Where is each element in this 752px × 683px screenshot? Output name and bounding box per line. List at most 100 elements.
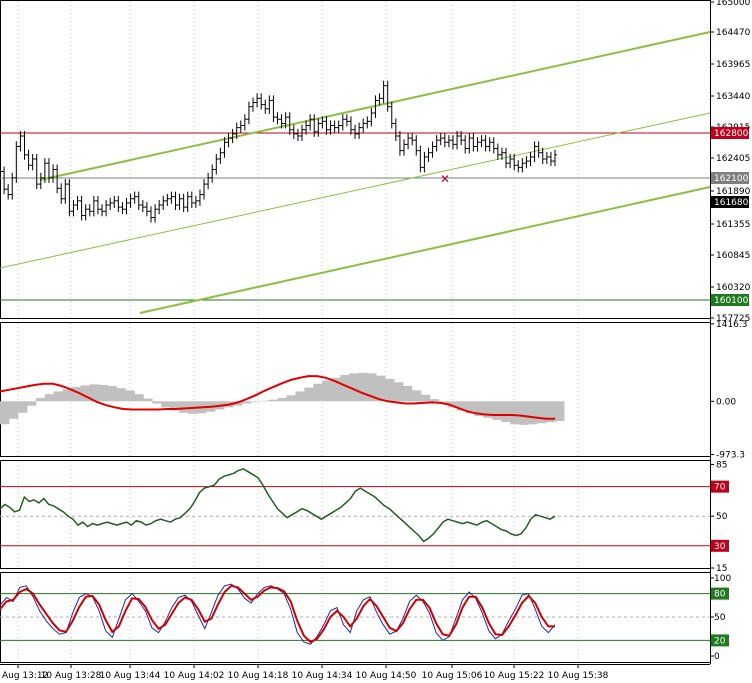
time-axis-label: 10 Aug 14:34: [292, 671, 353, 681]
price-axis-label: 157725: [716, 314, 750, 324]
time-axis-label: 10 Aug 15:38: [548, 671, 609, 681]
osc-hist-bar: [528, 401, 538, 425]
rsi-axis-label: 50: [716, 512, 728, 522]
osc-axis-label: 0.00: [716, 397, 736, 407]
osc-hist-bar: [170, 401, 180, 411]
price-tag-label: 162800: [714, 129, 749, 139]
price-axis-label: 161355: [716, 220, 750, 230]
time-axis-label: 10 Aug 15:06: [422, 671, 483, 681]
stoch-axis-label: 50: [714, 613, 726, 623]
osc-axis-label: 1416.3: [716, 320, 748, 330]
rsi-level-tag: [711, 480, 729, 493]
osc-hist-bar: [456, 401, 466, 411]
osc-hist-bar: [259, 400, 270, 402]
osc-signal-line: [0, 375, 555, 420]
osc-hist-bar: [26, 401, 37, 406]
osc-hist-bar: [143, 398, 153, 402]
osc-hist-bar: [304, 387, 314, 402]
stoch-level-tag: [711, 634, 729, 647]
osc-hist-bar: [537, 401, 547, 424]
osc-hist-bar: [134, 394, 144, 402]
osc-hist-bar: [519, 401, 529, 425]
osc-hist-bar: [53, 391, 64, 402]
osc-hist-bar: [555, 401, 565, 421]
price-axis-label: 160320: [716, 283, 751, 293]
stoch-level-tag: [711, 587, 729, 600]
osc-hist-bar: [411, 390, 422, 402]
time-axis-label: 10 Aug 14:50: [356, 671, 417, 681]
price-tag: [711, 294, 749, 306]
osc-hist-bar: [501, 401, 511, 423]
osc-hist-bar: [465, 401, 475, 414]
osc-hist-bar: [295, 391, 305, 402]
price-axis-label: 163440: [716, 92, 751, 102]
order-marker-icon: ✕: [440, 172, 450, 186]
osc-histogram: [0, 372, 565, 425]
osc-hist-bar: [286, 395, 296, 402]
osc-hist-bar: [322, 380, 332, 402]
osc-hist-bar: [241, 401, 252, 404]
osc-hist-bar: [152, 401, 162, 404]
osc-hist-bar: [402, 385, 413, 402]
osc-hist-bar: [340, 375, 350, 402]
price-axis-label: 161890: [716, 187, 751, 197]
osc-hist-bar: [483, 401, 493, 418]
osc-hist-bar: [161, 401, 171, 408]
osc-hist-bar: [420, 394, 431, 402]
osc-hist-bar: [313, 383, 323, 402]
panel-frame-rsi: [0, 460, 711, 569]
osc-hist-bar: [268, 399, 278, 402]
osc-hist-bar: [116, 388, 126, 402]
osc-hist-bar: [89, 384, 99, 402]
rsi-axis-label: 85: [716, 460, 727, 470]
osc-hist-bar: [8, 401, 19, 419]
price-tag: [711, 196, 749, 208]
price-tag-label: 160100: [714, 296, 749, 306]
rsi-level-tag: [711, 539, 729, 552]
osc-hist-bar: [107, 385, 117, 402]
time-axis-label: 10 Aug 13:44: [100, 671, 161, 681]
stoch-axis-label: 0: [714, 652, 720, 662]
osc-hist-bar: [447, 401, 458, 408]
osc-hist-bar: [510, 401, 520, 425]
price-axis-label: 162405: [716, 154, 750, 164]
osc-hist-bar: [384, 378, 395, 402]
osc-hist-bar: [62, 389, 73, 402]
stoch-level-label: 80: [714, 590, 726, 600]
channel-mid-line: [0, 112, 711, 269]
price-tag-label: 162100: [714, 174, 749, 184]
price-bars: [0, 80, 557, 223]
price-tag: [711, 172, 749, 184]
stoch-level-label: 20: [714, 636, 726, 646]
price-axis-label: 160845: [716, 251, 750, 261]
osc-hist-bar: [393, 382, 404, 402]
price-tag-label: 161680: [714, 198, 749, 208]
osc-axis-label: -973.3: [716, 451, 745, 461]
osc-hist-bar: [331, 377, 341, 402]
time-axis-label: 10 Aug 14:02: [164, 671, 225, 681]
osc-hist-bar: [17, 401, 28, 413]
stoch-signal-line: [0, 584, 555, 644]
rsi-line: [0, 468, 556, 543]
price-axis-label: 163965: [716, 60, 750, 70]
rsi-level-label: 30: [714, 542, 726, 552]
time-axis-label: 10 Aug 15:22: [484, 671, 545, 681]
osc-hist-bar: [375, 375, 386, 402]
osc-hist-bar: [0, 401, 10, 425]
time-axis-label: 10 Aug 13:28: [41, 671, 102, 681]
time-axis-label: 10 Aug 14:18: [228, 671, 289, 681]
rsi-level-label: 70: [714, 483, 726, 493]
price-tag: [711, 127, 749, 139]
time-axis-label: 10 Aug 13:12: [0, 671, 48, 681]
osc-hist-bar: [349, 373, 359, 402]
osc-hist-bar: [250, 401, 261, 402]
osc-hist-bar: [277, 398, 287, 402]
osc-hist-bar: [546, 401, 556, 423]
osc-hist-bar: [125, 390, 135, 402]
channel-lower-line: [139, 186, 711, 314]
price-axis-label: 165000: [716, 0, 751, 8]
panel-frame-price: [0, 0, 711, 319]
osc-hist-bar: [367, 373, 377, 402]
